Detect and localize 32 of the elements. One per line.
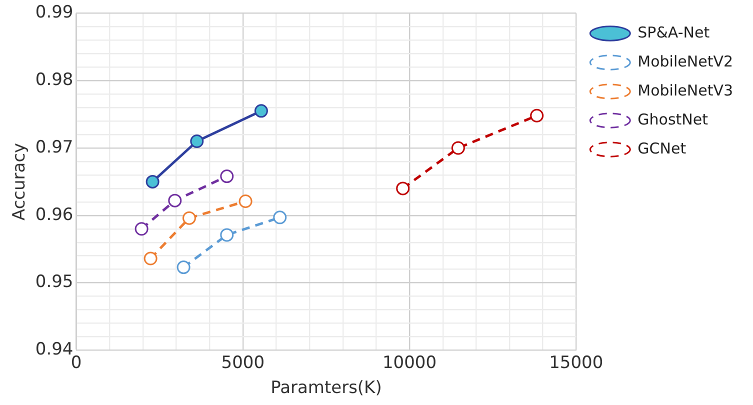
point	[220, 228, 234, 242]
x-axis-title: Paramters(K)	[270, 378, 382, 398]
point	[273, 210, 287, 224]
y-tick-label: 0.98	[35, 70, 74, 90]
legend-label: GhostNet	[638, 110, 708, 128]
y-tick-label: 0.99	[35, 2, 74, 23]
y-axis-title: Accuracy	[10, 142, 30, 221]
legend-label: MobileNetV2	[638, 52, 734, 70]
y-tick-label: 0.96	[35, 204, 74, 225]
point	[146, 174, 160, 188]
point	[530, 108, 544, 122]
point	[396, 182, 410, 196]
x-tick-label: 10000	[382, 352, 437, 373]
point	[220, 170, 234, 184]
legend-label: SP&A-Net	[638, 23, 710, 42]
point	[134, 222, 148, 236]
point	[176, 260, 190, 274]
point	[144, 252, 158, 266]
legend-label: GCNet	[638, 139, 686, 158]
x-tick-label: 5000	[221, 352, 265, 373]
point	[451, 141, 465, 155]
point	[182, 211, 196, 225]
point	[190, 134, 204, 148]
y-tick-label: 0.97	[35, 137, 74, 158]
point	[254, 104, 268, 118]
y-tick-label: 0.95	[35, 272, 74, 292]
legend-label: MobileNetV3	[638, 81, 734, 100]
x-tick-label: 0	[70, 352, 82, 373]
point	[168, 194, 182, 208]
y-tick-label: 0.94	[35, 340, 74, 360]
point	[238, 194, 252, 208]
x-tick-label: 15000	[549, 352, 604, 373]
